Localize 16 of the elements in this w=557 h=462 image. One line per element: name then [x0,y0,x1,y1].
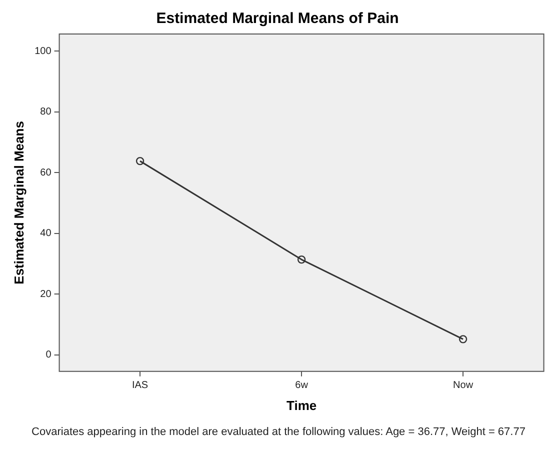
point [297,255,306,264]
y-tick-label: 40 [40,228,52,240]
x-tick-label: IAS [132,380,148,392]
chart-title: Estimated Marginal Means of Pain [156,10,399,28]
y-tick-label: 100 [34,46,52,57]
y-tick-label: 20 [40,288,52,300]
x-tick-label: Now [453,380,474,392]
y-tick-label: 60 [40,167,52,178]
point [458,335,468,344]
x-axis-title: Time [286,398,317,413]
x-tick-label: 6w [295,380,309,392]
point [136,156,144,166]
y-axis-title: Estimated Marginal Means [11,121,26,284]
y-tick-label: 0 [46,350,52,361]
y-tick-label: 80 [40,106,52,118]
text: Covariates appearing in the model are evaluated at the following values: Age = 36.77, Weight = 67.77 [30,426,526,438]
